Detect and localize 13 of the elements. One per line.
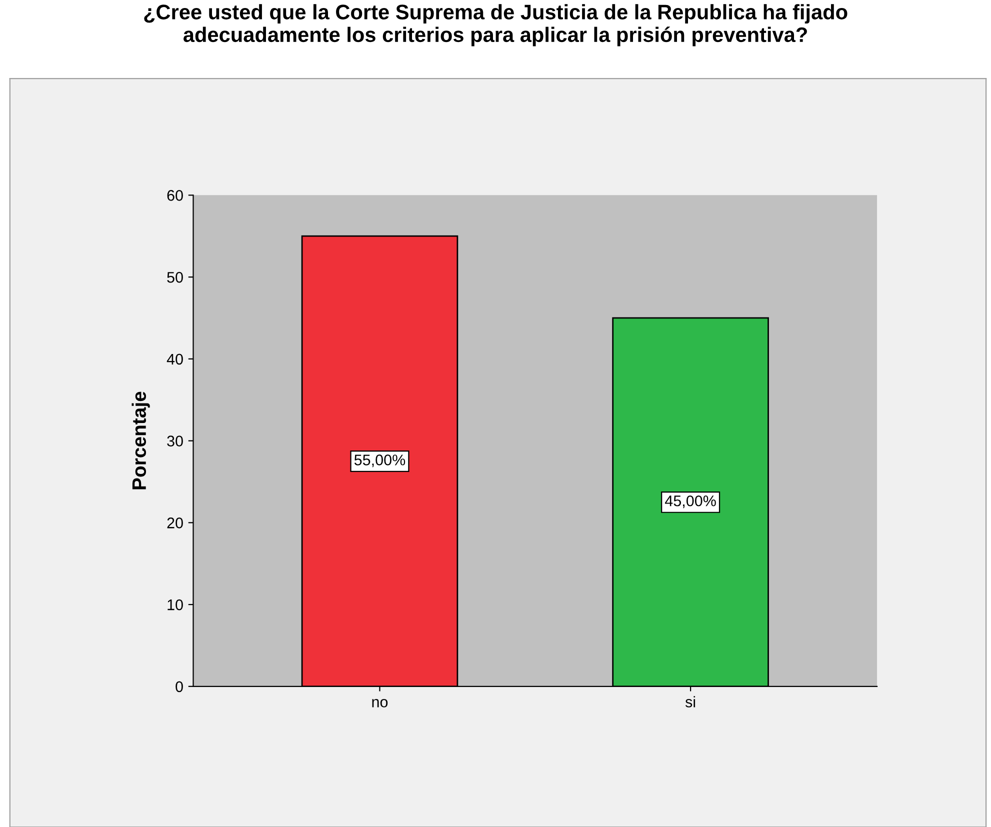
y-tick-label: 0	[176, 681, 183, 692]
data-label: 45,00%	[664, 495, 716, 508]
data-label: 55,00%	[354, 454, 406, 468]
y-tick-label: 40	[166, 354, 183, 365]
x-tick-label: si	[685, 696, 696, 708]
y-tick-label: 30	[167, 436, 183, 446]
y-tick-label: 50	[167, 272, 183, 283]
y-axis-title: Porcentaje	[132, 392, 150, 490]
y-tick-label: 10	[168, 599, 183, 610]
y-tick-label: 60	[167, 190, 183, 201]
y-tick-label: 20	[167, 518, 183, 528]
x-tick-label: no	[372, 698, 388, 708]
chart-title: ¿Cree usted que la Corte Suprema de Justicia de la Republica ha fijado adecuadamente los criterios para aplicar la prisión preventiva?	[144, 4, 848, 46]
